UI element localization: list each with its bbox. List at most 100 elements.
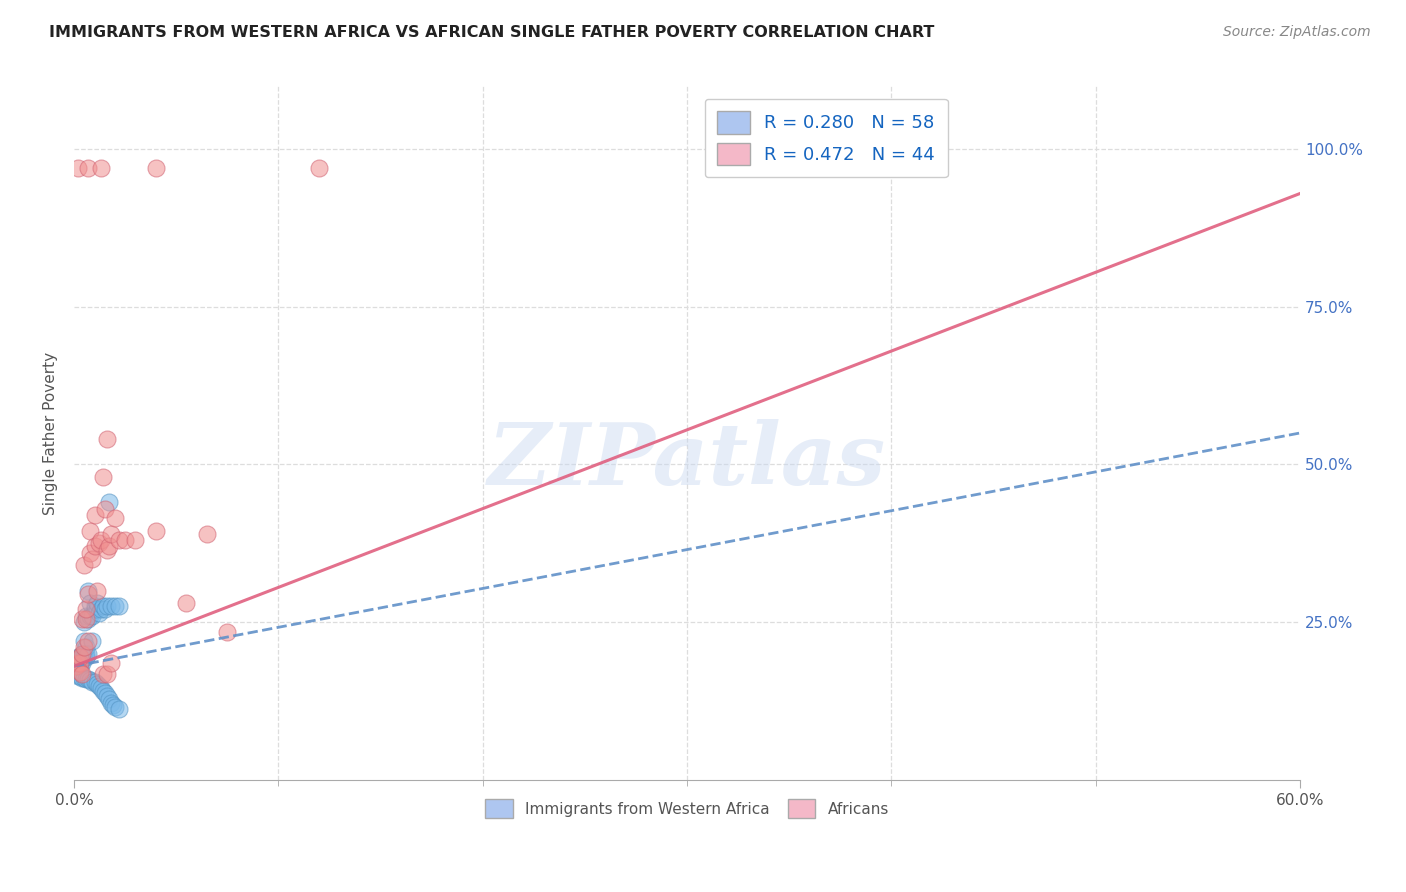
Legend: Immigrants from Western Africa, Africans: Immigrants from Western Africa, Africans: [479, 793, 896, 824]
Point: [75, 640, 97, 655]
Point: [69, 665, 91, 680]
Point: [77, 612, 100, 626]
Point: [308, 161, 330, 176]
Point: [73, 647, 96, 661]
Point: [87, 536, 110, 550]
Point: [93, 501, 115, 516]
Point: [91, 666, 114, 681]
Point: [101, 698, 124, 713]
Point: [67, 653, 90, 667]
Point: [97, 692, 120, 706]
Point: [86, 677, 108, 691]
Point: [73, 640, 96, 655]
Point: [69, 657, 91, 672]
Point: [73, 615, 96, 629]
Point: [67, 668, 90, 682]
Point: [87, 679, 110, 693]
Point: [124, 533, 146, 548]
Point: [83, 540, 105, 554]
Point: [69, 668, 91, 682]
Point: [72, 647, 94, 661]
Point: [104, 511, 127, 525]
Point: [79, 608, 101, 623]
Point: [75, 608, 97, 623]
Point: [100, 599, 122, 614]
Point: [100, 526, 122, 541]
Point: [69, 656, 91, 670]
Point: [75, 647, 97, 661]
Point: [96, 432, 118, 446]
Point: [72, 647, 94, 661]
Point: [77, 634, 100, 648]
Point: [97, 540, 120, 554]
Point: [96, 599, 118, 614]
Point: [72, 612, 94, 626]
Point: [91, 470, 114, 484]
Point: [69, 660, 91, 674]
Point: [108, 533, 131, 548]
Point: [83, 602, 105, 616]
Point: [96, 666, 118, 681]
Point: [82, 634, 104, 648]
Point: [100, 696, 122, 710]
Point: [86, 596, 108, 610]
Point: [67, 649, 90, 664]
Point: [90, 681, 112, 696]
Point: [91, 684, 114, 698]
Point: [75, 649, 97, 664]
Point: [176, 596, 198, 610]
Point: [65, 656, 87, 670]
Point: [83, 508, 105, 522]
Point: [79, 524, 101, 538]
Point: [145, 524, 167, 538]
Point: [73, 558, 96, 573]
Point: [100, 656, 122, 670]
Point: [83, 599, 105, 614]
Point: [73, 634, 96, 648]
Point: [72, 671, 94, 685]
Point: [79, 673, 101, 687]
Point: [195, 526, 218, 541]
Point: [75, 672, 97, 686]
Point: [73, 649, 96, 664]
Point: [82, 552, 104, 566]
Point: [83, 674, 105, 689]
Point: [217, 624, 239, 639]
Point: [104, 700, 127, 714]
Point: [90, 533, 112, 548]
Point: [73, 671, 96, 685]
Point: [75, 602, 97, 616]
Y-axis label: Single Father Poverty: Single Father Poverty: [44, 351, 58, 515]
Point: [90, 602, 112, 616]
Point: [91, 599, 114, 614]
Point: [77, 587, 100, 601]
Point: [90, 161, 112, 176]
Point: [79, 596, 101, 610]
Point: [87, 606, 110, 620]
Point: [86, 602, 108, 616]
Point: [82, 608, 104, 623]
Point: [93, 602, 115, 616]
Point: [145, 161, 167, 176]
Point: [75, 612, 97, 626]
Point: [65, 659, 87, 673]
Text: ZIPatlas: ZIPatlas: [488, 419, 886, 502]
Point: [69, 649, 91, 664]
Point: [93, 685, 115, 699]
Point: [65, 659, 87, 673]
Point: [67, 161, 90, 176]
Point: [77, 583, 100, 598]
Point: [96, 690, 118, 704]
Point: [72, 666, 94, 681]
Point: [86, 583, 108, 598]
Point: [108, 702, 131, 716]
Point: [77, 672, 100, 686]
Point: [67, 656, 90, 670]
Point: [69, 649, 91, 664]
Point: [97, 495, 120, 509]
Point: [82, 674, 104, 689]
Text: Source: ZipAtlas.com: Source: ZipAtlas.com: [1223, 25, 1371, 39]
Point: [77, 161, 100, 176]
Text: IMMIGRANTS FROM WESTERN AFRICA VS AFRICAN SINGLE FATHER POVERTY CORRELATION CHAR: IMMIGRANTS FROM WESTERN AFRICA VS AFRICA…: [49, 25, 935, 40]
Point: [79, 546, 101, 560]
